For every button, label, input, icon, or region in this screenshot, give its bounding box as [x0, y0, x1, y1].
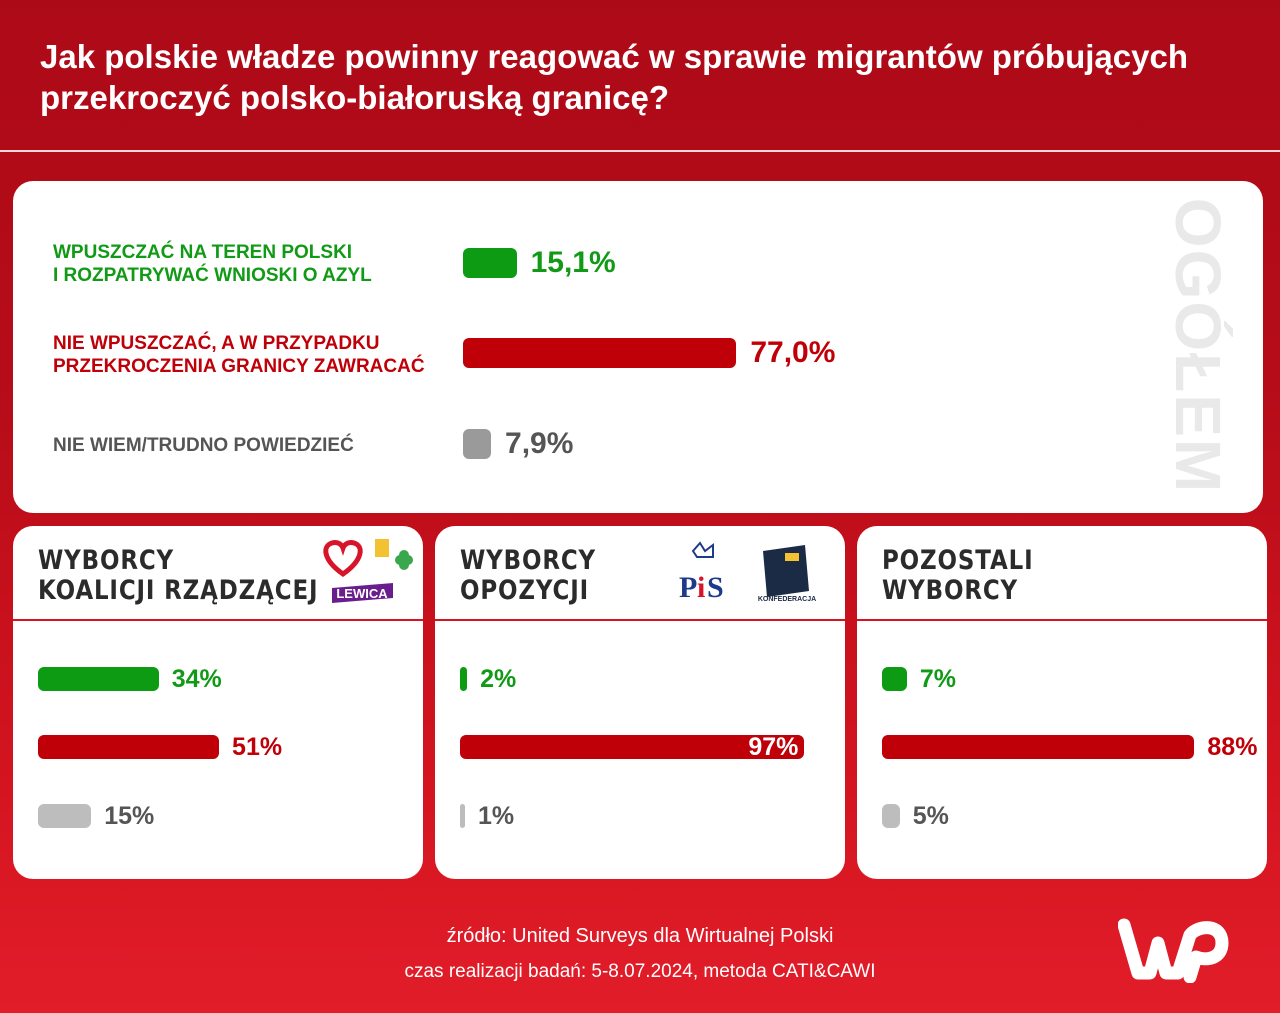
- value-label-1: 15,1%: [530, 246, 616, 279]
- survey-details: czas realizacji badań: 5-8.07.2024, meto…: [404, 961, 876, 982]
- bar-2: [38, 735, 220, 759]
- overall-label: OGÓŁEM: [1162, 197, 1234, 495]
- svg-text:KONFEDERACJA: KONFEDERACJA: [758, 596, 816, 603]
- value-label-2: 88%: [1207, 733, 1258, 761]
- svg-text:P: P: [679, 571, 697, 604]
- bar-2: [463, 338, 737, 368]
- opposition-panel: WYBORCY OPOZYCJI P i S KONFEDERACJA 2% 97%…: [435, 526, 845, 879]
- option-label-1: WPUSZCZAĆ NA TEREN POLSKI I ROZPATRYWAĆ W…: [53, 242, 372, 286]
- option-label-3: NIE WIEM/TRUDNO POWIEDZIEĆ: [53, 435, 354, 456]
- pis-logo: S: [707, 571, 724, 604]
- divider: [0, 150, 1280, 152]
- bar-3: [463, 429, 492, 459]
- svg-text:LEWICA: LEWICA: [336, 586, 388, 601]
- value-label-2: 77,0%: [750, 336, 836, 369]
- panel-title: WYBORCY KOALICJI RZĄDZĄCEJ: [38, 545, 319, 606]
- bar-2: [460, 735, 805, 759]
- panel-title: WYBORCY OPOZYCJI: [460, 545, 597, 606]
- wp-logo-icon: [1118, 918, 1229, 983]
- bar-1: [38, 667, 159, 691]
- bar-1: [882, 667, 907, 691]
- bar-3: [460, 804, 465, 828]
- value-label-3: 5%: [912, 802, 949, 830]
- panel-divider: [13, 619, 423, 621]
- source-text: źródło: United Surveys dla Wirtualnej Po…: [446, 925, 834, 947]
- value-label-2: 97%: [748, 733, 799, 761]
- panel-divider: [857, 619, 1267, 621]
- other-voters-panel: POZOSTALI WYBORCY 7% 88% 5%: [857, 526, 1267, 879]
- panel-divider: [435, 619, 845, 621]
- bar-1: [463, 248, 517, 278]
- svg-text:i: i: [697, 571, 705, 604]
- bar-3: [38, 804, 92, 828]
- value-label-3: 1%: [478, 802, 515, 830]
- value-label-1: 7%: [919, 665, 956, 693]
- page-title: Jak polskie władze powinny reagować w sp…: [40, 38, 1188, 116]
- bar-1: [460, 667, 468, 691]
- value-label-2: 51%: [232, 733, 283, 761]
- overall-panel: WPUSZCZAĆ NA TEREN POLSKI I ROZPATRYWAĆ W…: [13, 181, 1263, 513]
- bar-3: [882, 804, 900, 828]
- value-label-1: 2%: [480, 665, 517, 693]
- value-label-3: 7,9%: [505, 427, 574, 460]
- coalition-panel: WYBORCY KOALICJI RZĄDZĄCEJ LEWICA 34% 51% 1…: [13, 526, 423, 879]
- value-label-3: 15%: [104, 802, 155, 830]
- coalition-logos-icon: LEWICA: [323, 539, 413, 603]
- panel-title: POZOSTALI WYBORCY: [882, 545, 1034, 606]
- opposition-logos-icon: P i S KONFEDERACJA: [679, 541, 816, 604]
- option-label-2: NIE WPUSZCZAĆ, A W PRZYPADKU PRZEKROCZENI…: [53, 333, 425, 377]
- bar-2: [882, 735, 1195, 759]
- value-label-1: 34%: [171, 665, 222, 693]
